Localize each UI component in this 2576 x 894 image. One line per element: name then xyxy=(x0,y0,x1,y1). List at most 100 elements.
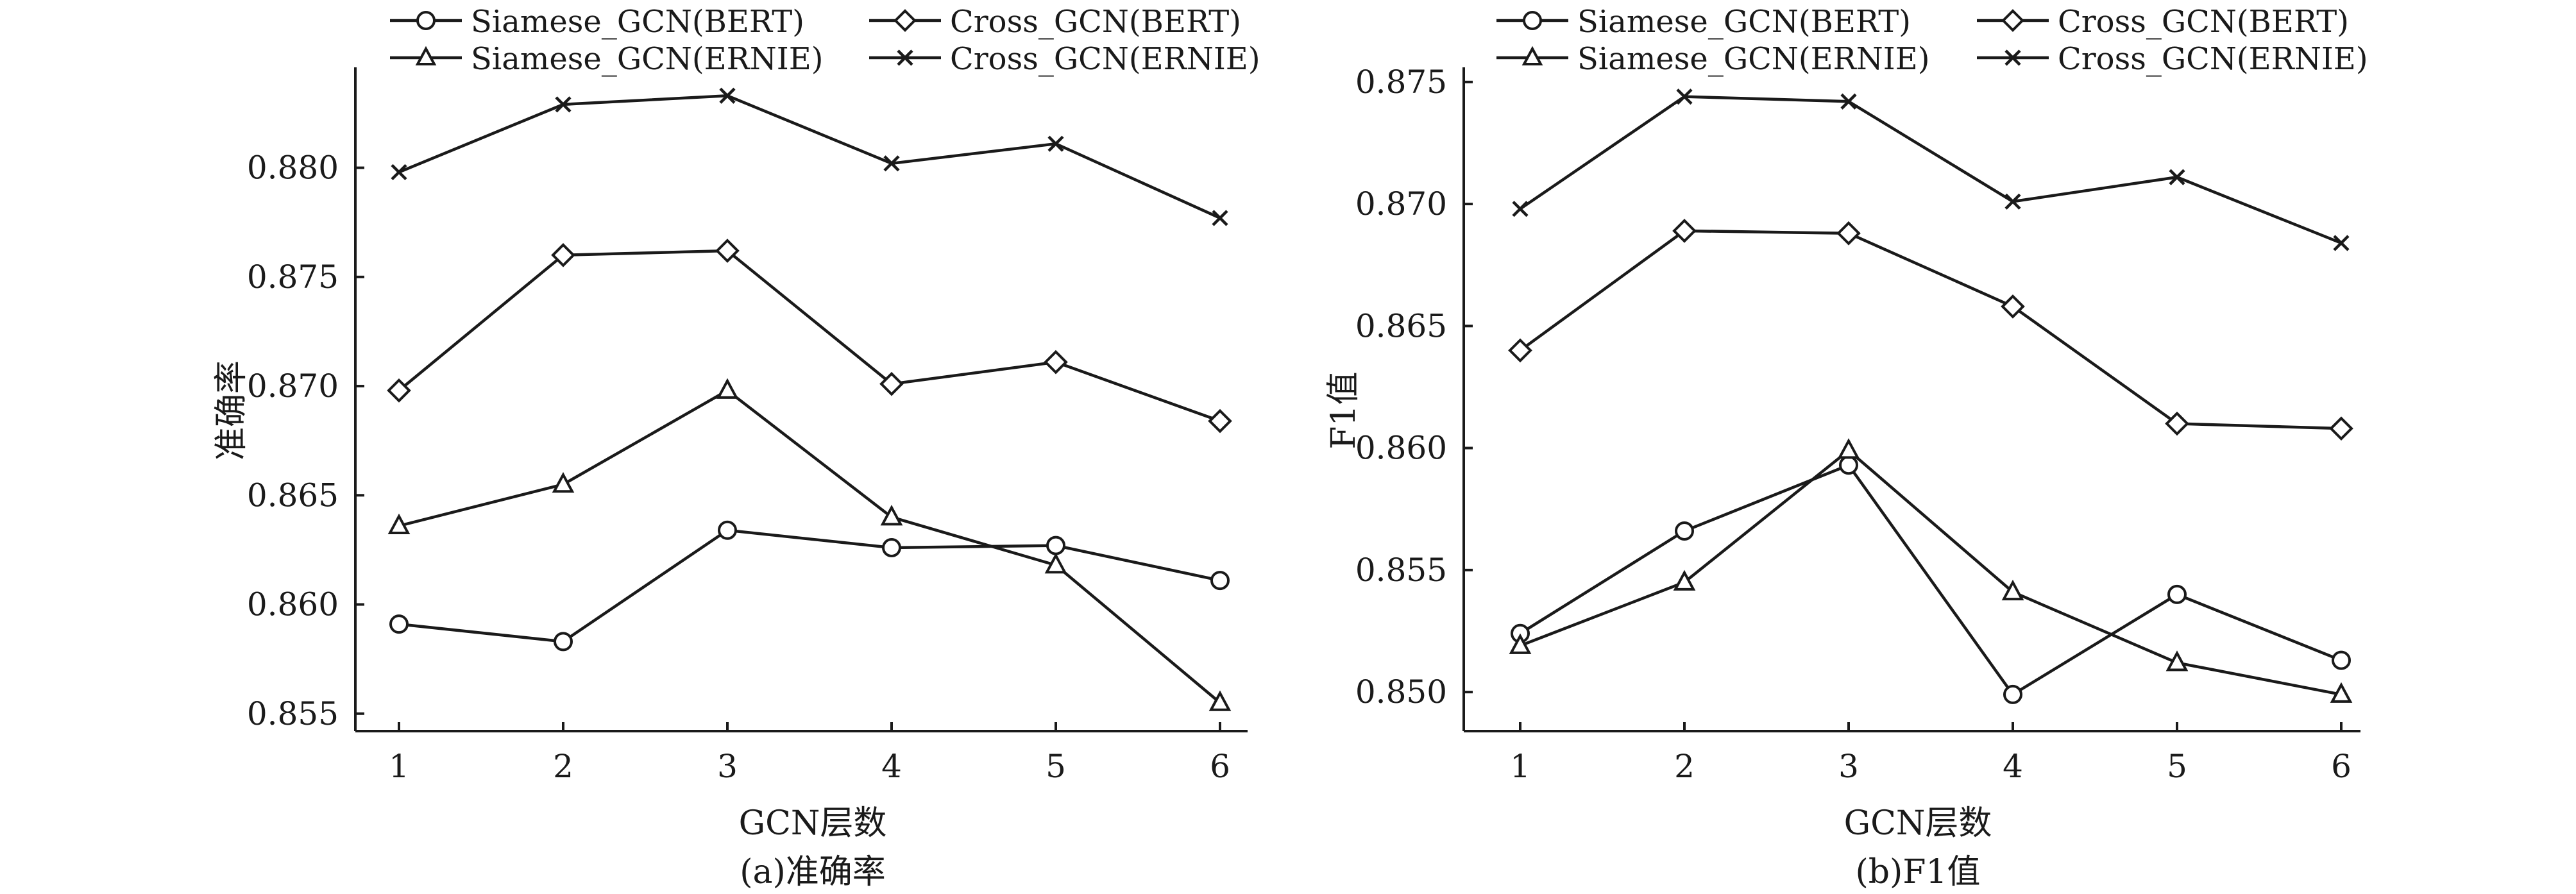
data-point-cross xyxy=(883,155,900,172)
y-tick-label: 0.855 xyxy=(1355,552,1447,589)
legend-label: Cross_GCN(ERNIE) xyxy=(2058,41,2368,77)
x-tick-label: 5 xyxy=(1046,748,1066,785)
legend-marker-diamond-icon xyxy=(2001,9,2024,32)
y-axis-title-a: 准确率 xyxy=(212,360,251,460)
data-point-circle xyxy=(554,632,573,652)
y-tick-label: 0.870 xyxy=(247,367,339,405)
legend-item-siamese-bert-a: Siamese_GCN(BERT) xyxy=(390,4,804,40)
data-point-circle xyxy=(882,538,901,558)
series-group-a xyxy=(387,87,1232,711)
data-point-cross xyxy=(2169,169,2185,185)
x-tick-label: 2 xyxy=(1674,748,1695,785)
data-point-triangle xyxy=(387,513,411,534)
data-point-triangle xyxy=(2165,650,2189,671)
x-tick-label: 6 xyxy=(2331,748,2351,785)
y-tick-label: 0.855 xyxy=(247,695,339,732)
series-line xyxy=(398,389,1221,704)
x-tick-label: 1 xyxy=(389,748,409,785)
data-point-diamond xyxy=(1208,409,1232,434)
data-point-cross xyxy=(2333,235,2350,251)
data-point-triangle xyxy=(1208,690,1232,711)
y-tick-label: 0.865 xyxy=(247,477,339,514)
x-axis-title-a: GCN层数 xyxy=(739,804,887,843)
data-point-cross xyxy=(391,164,407,181)
x-tick-label: 5 xyxy=(2167,748,2187,785)
legend-item-siamese-bert-b: Siamese_GCN(BERT) xyxy=(1496,4,1911,40)
series-2 xyxy=(1508,219,2353,441)
chart-panel-b: Siamese_GCN(BERT) Cross_GCN(BERT) Siames… xyxy=(1325,4,2368,891)
series-line xyxy=(1519,95,2342,245)
legend-item-siamese-ernie-b: Siamese_GCN(ERNIE) xyxy=(1496,41,1930,77)
y-tick-label: 0.870 xyxy=(1355,185,1447,223)
data-point-cross xyxy=(2004,193,2021,210)
x-ticks-b: 1 2 3 4 5 6 xyxy=(1510,722,2351,785)
legend-label: Cross_GCN(BERT) xyxy=(950,4,1241,40)
legend-item-cross-bert-b: Cross_GCN(BERT) xyxy=(1977,4,2349,40)
series-group-b xyxy=(1508,89,2353,704)
series-line xyxy=(1520,448,2342,696)
data-point-triangle xyxy=(1044,553,1067,574)
data-point-cross xyxy=(1212,210,1228,226)
legend-item-cross-ernie-b: Cross_GCN(ERNIE) xyxy=(1977,41,2368,77)
x-axis-title-b: GCN层数 xyxy=(1844,804,1992,843)
legend-marker-circle-icon xyxy=(1523,11,1542,30)
legend-marker-triangle-icon xyxy=(415,46,437,65)
data-point-cross xyxy=(1676,89,1693,105)
data-point-triangle xyxy=(1837,438,1860,459)
series-1 xyxy=(1511,455,2351,704)
legend-a: Siamese_GCN(BERT) Cross_GCN(BERT) Siames… xyxy=(390,4,1260,77)
caption-a: (a)准确率 xyxy=(740,853,886,891)
series-line xyxy=(398,249,1221,423)
data-point-triangle xyxy=(1673,569,1696,591)
legend-label: Siamese_GCN(BERT) xyxy=(1577,4,1911,40)
data-point-triangle xyxy=(716,378,739,399)
series-4 xyxy=(391,87,1228,226)
data-point-cross xyxy=(1512,201,1529,217)
data-point-circle xyxy=(389,614,409,634)
data-point-triangle xyxy=(880,505,903,526)
x-tick-label: 4 xyxy=(881,748,902,785)
legend-label: Siamese_GCN(BERT) xyxy=(471,4,804,40)
legend-item-cross-ernie-a: Cross_GCN(ERNIE) xyxy=(869,41,1260,77)
y-ticks-a: 0.855 0.860 0.865 0.870 0.875 0.880 xyxy=(247,149,364,732)
y-tick-label: 0.875 xyxy=(1355,63,1447,101)
data-point-diamond xyxy=(1836,221,1861,246)
x-tick-label: 3 xyxy=(1838,748,1859,785)
series-1 xyxy=(389,520,1230,652)
legend-item-cross-bert-a: Cross_GCN(BERT) xyxy=(869,4,1241,40)
x-ticks-a: 1 2 3 4 5 6 xyxy=(389,722,1230,785)
series-2 xyxy=(387,239,1232,434)
legend-marker-cross-icon xyxy=(897,49,913,66)
data-point-diamond xyxy=(715,239,740,263)
caption-b: (b)F1值 xyxy=(1855,853,1980,891)
legend-b: Siamese_GCN(BERT) Cross_GCN(BERT) Siames… xyxy=(1496,4,2368,77)
data-point-diamond xyxy=(551,242,575,267)
legend-label: Siamese_GCN(ERNIE) xyxy=(471,41,824,77)
y-tick-label: 0.860 xyxy=(1355,430,1447,467)
data-point-triangle xyxy=(2330,682,2353,703)
series-3 xyxy=(1509,438,2353,703)
data-point-diamond xyxy=(1508,338,1532,363)
data-point-cross xyxy=(555,96,572,113)
data-point-diamond xyxy=(1044,350,1068,375)
data-point-diamond xyxy=(879,371,904,396)
data-point-circle xyxy=(1210,571,1230,591)
data-point-cross xyxy=(1047,135,1064,152)
legend-label: Siamese_GCN(ERNIE) xyxy=(1577,41,1930,77)
x-tick-label: 3 xyxy=(717,748,738,785)
data-point-circle xyxy=(1675,521,1694,541)
y-tick-label: 0.850 xyxy=(1355,673,1447,711)
y-tick-label: 0.865 xyxy=(1355,307,1447,344)
x-tick-label: 1 xyxy=(1510,748,1530,785)
series-3 xyxy=(387,378,1232,711)
y-axis-title-b: F1值 xyxy=(1325,371,1363,449)
data-point-cross xyxy=(719,87,736,104)
legend-marker-circle-icon xyxy=(416,11,436,30)
series-line xyxy=(1519,463,2342,696)
data-point-diamond xyxy=(2001,294,2025,319)
data-point-cross xyxy=(1840,93,1857,110)
legend-marker-diamond-icon xyxy=(894,9,917,32)
data-point-circle xyxy=(718,520,737,540)
legend-item-siamese-ernie-a: Siamese_GCN(ERNIE) xyxy=(390,41,824,77)
